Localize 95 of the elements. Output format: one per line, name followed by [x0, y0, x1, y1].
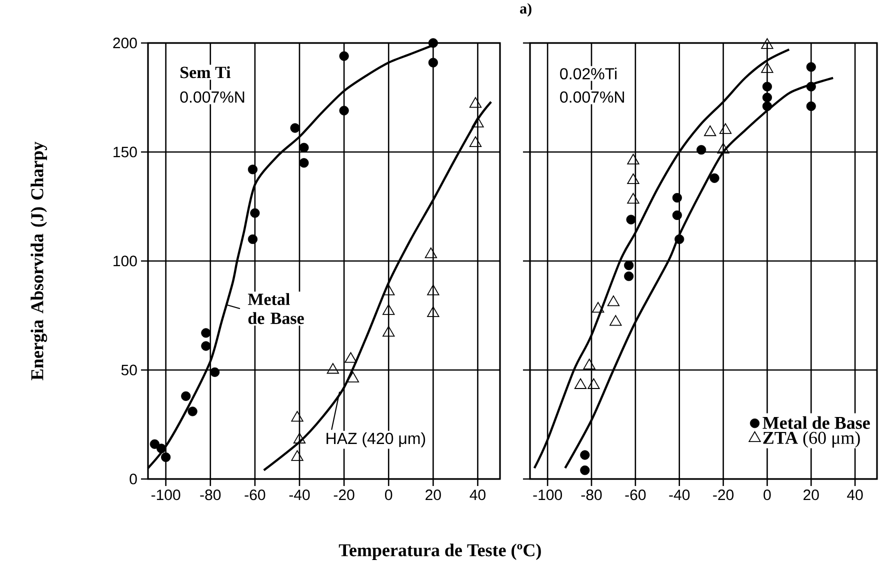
- y-tick-label: 50: [121, 364, 137, 376]
- x-tick-label: -80: [200, 490, 221, 500]
- point: [762, 92, 772, 102]
- point: [427, 306, 440, 318]
- point: [806, 101, 816, 112]
- point: [428, 58, 438, 68]
- point: [626, 214, 636, 224]
- point: [607, 295, 620, 306]
- point: [472, 116, 484, 128]
- point: [291, 411, 304, 422]
- point: [188, 406, 198, 416]
- point: [339, 106, 349, 116]
- point: [250, 208, 260, 218]
- point: [424, 248, 438, 258]
- x-tick-label: 20: [804, 490, 819, 500]
- point: [761, 38, 774, 49]
- x-tick-label: 0: [764, 490, 771, 500]
- point: [672, 192, 682, 203]
- legend-label: ZTA (60 μm): [763, 431, 860, 448]
- x-axis-title: Temperatura de Teste (ºC): [338, 544, 541, 560]
- point: [592, 302, 604, 313]
- point: [719, 123, 732, 134]
- x-tick-label: -20: [713, 490, 734, 500]
- x-tick-label: -80: [581, 490, 602, 500]
- point: [181, 391, 191, 401]
- x-tick-label: -40: [289, 490, 310, 500]
- annotation: 0.007%N: [560, 91, 624, 103]
- point: [326, 363, 339, 374]
- point: [299, 158, 309, 168]
- point: [696, 145, 706, 155]
- point: [674, 234, 684, 244]
- point: [717, 142, 730, 154]
- point: [156, 444, 166, 454]
- point: [762, 101, 772, 112]
- point: [210, 367, 220, 377]
- x-tick-label: 40: [470, 490, 486, 500]
- annotation: Sem Ti: [180, 66, 231, 78]
- point: [428, 38, 438, 48]
- y-tick-label: 0: [130, 474, 137, 484]
- point: [580, 450, 590, 460]
- point: [610, 315, 622, 326]
- point: [583, 358, 596, 370]
- x-tick-label: -20: [334, 490, 354, 500]
- point: [291, 450, 304, 461]
- point: [580, 465, 590, 476]
- annotation: HAZ (420 μm): [326, 432, 426, 448]
- point: [806, 62, 816, 72]
- point: [704, 125, 716, 136]
- x-tick-label: -100: [533, 490, 562, 500]
- point: [427, 284, 440, 296]
- point: [290, 123, 300, 133]
- x-tick-label: -60: [244, 490, 266, 500]
- point: [201, 341, 211, 351]
- point: [761, 62, 774, 73]
- x-tick-label: 20: [426, 490, 441, 500]
- point: [469, 136, 482, 147]
- point: [806, 82, 816, 92]
- text: a): [520, 3, 532, 17]
- legend-label: Metal de Base: [762, 416, 870, 429]
- point: [710, 173, 720, 183]
- annotation: 0.007%N: [180, 91, 244, 103]
- point: [201, 328, 211, 338]
- point: [150, 439, 160, 449]
- point: [627, 193, 640, 204]
- x-tick-label: 0: [385, 490, 392, 500]
- point: [344, 352, 357, 363]
- x-tick-label: -60: [625, 490, 646, 500]
- point: [469, 97, 482, 108]
- x-tick-label: -100: [151, 490, 180, 500]
- x-tick-label: -40: [669, 490, 690, 500]
- point: [299, 142, 309, 152]
- point: [293, 432, 306, 444]
- point: [248, 234, 258, 244]
- point: [624, 271, 634, 282]
- point: [382, 284, 395, 296]
- point: [248, 164, 258, 174]
- point: [762, 82, 772, 92]
- point: [161, 452, 171, 462]
- point: [382, 326, 395, 337]
- y-tick-label: 100: [114, 256, 137, 266]
- point: [672, 210, 682, 220]
- point: [627, 173, 640, 184]
- y-tick-label: 150: [114, 146, 137, 158]
- point: [588, 378, 600, 389]
- point: [627, 154, 640, 164]
- point: [382, 304, 395, 315]
- point: [346, 372, 360, 382]
- point: [339, 51, 349, 61]
- point: [624, 260, 634, 270]
- annotation: 0.02%Ti: [560, 68, 616, 80]
- point: [574, 378, 587, 389]
- y-axis-title: Energia Absorvida (J) Charpy: [30, 142, 48, 380]
- x-tick-label: 40: [847, 490, 863, 500]
- annotation: Metal de Base: [248, 293, 304, 324]
- y-tick-label: 200: [113, 38, 137, 48]
